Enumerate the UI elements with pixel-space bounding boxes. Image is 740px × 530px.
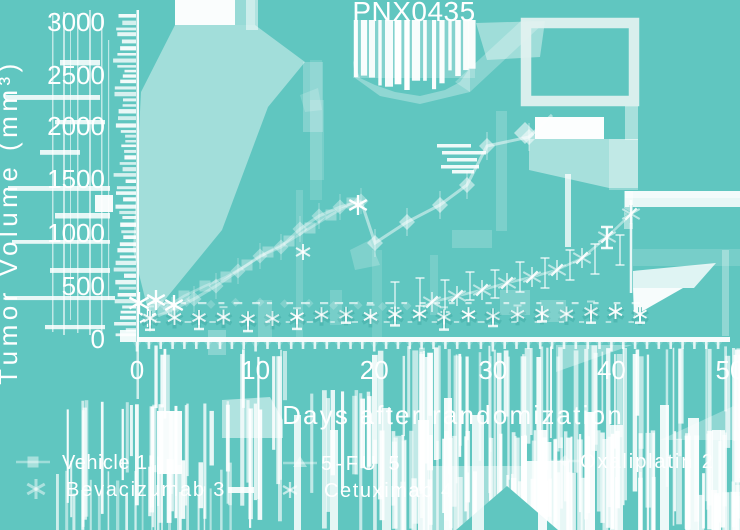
svg-text:Tumor Volume (mm³): Tumor Volume (mm³) [0, 59, 23, 385]
svg-text:30: 30 [478, 355, 507, 385]
svg-text:5-FU 5: 5-FU 5 [321, 453, 403, 475]
svg-text:Vehicle 1: Vehicle 1 [62, 452, 148, 474]
svg-text:Cetuximab 4: Cetuximab 4 [324, 480, 454, 502]
svg-text:0: 0 [91, 324, 105, 354]
svg-text:Oxaliplatin 2: Oxaliplatin 2 [580, 451, 715, 473]
svg-text:3000: 3000 [47, 7, 105, 37]
svg-text:10: 10 [241, 355, 270, 385]
svg-text:Bevacizumab 3: Bevacizumab 3 [66, 479, 226, 501]
svg-text:2000: 2000 [47, 111, 105, 141]
